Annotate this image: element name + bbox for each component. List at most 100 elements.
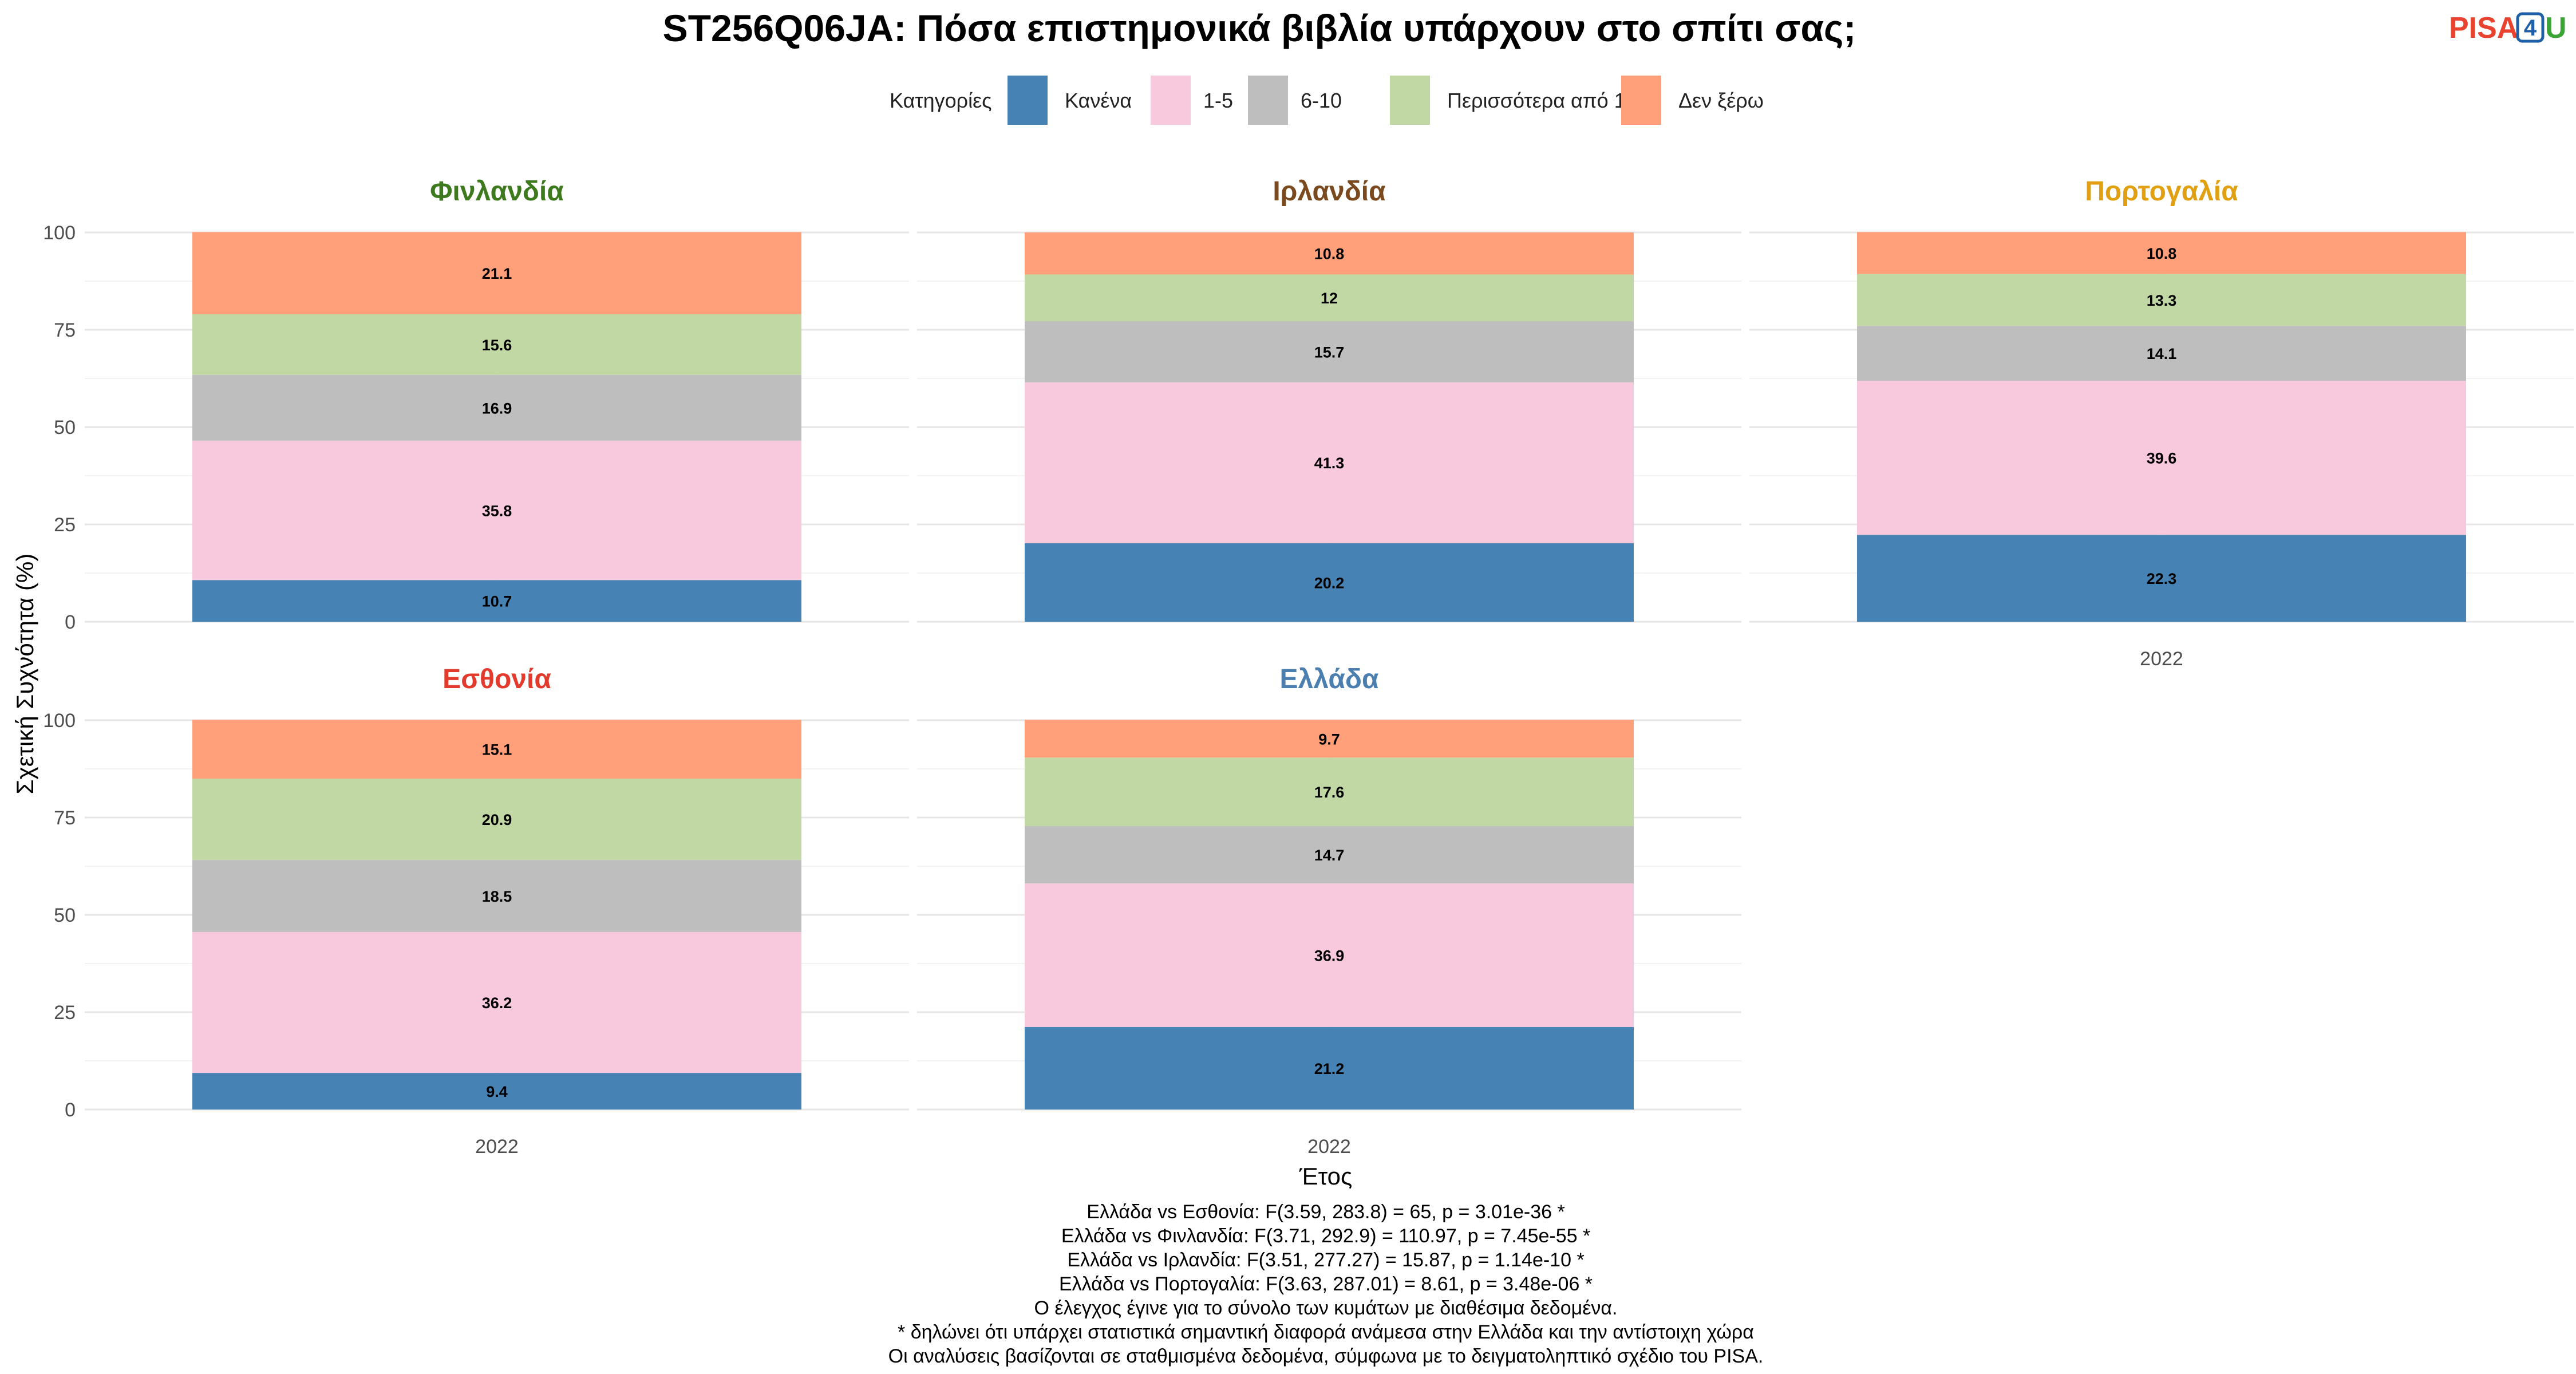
- legend-label: 1-5: [1203, 89, 1233, 112]
- legend-title: Κατηγορίες: [890, 89, 992, 112]
- bar-label: 10.8: [2147, 245, 2177, 262]
- bar-label: 20.2: [1314, 574, 1345, 591]
- legend-key: [1390, 76, 1430, 125]
- bar-segment: [192, 440, 801, 581]
- bar-label: 14.1: [2147, 345, 2177, 362]
- panel-title: Εσθονία: [442, 664, 551, 694]
- footnote-line: Ελλάδα vs Ιρλανδία: F(3.51, 277.27) = 15…: [1067, 1249, 1584, 1271]
- panel-title: Ιρλανδία: [1273, 176, 1386, 207]
- bar-segment: [1025, 543, 1634, 622]
- bar-segment: [1025, 720, 1634, 758]
- bar-label: 36.9: [1314, 947, 1345, 964]
- bar-segment: [192, 779, 801, 860]
- footnote-line: Οι αναλύσεις βασίζονται σε σταθμισμένα δ…: [888, 1345, 1764, 1367]
- panel-title: Πορτογαλία: [2085, 176, 2238, 207]
- bar-segment: [1025, 883, 1634, 1027]
- y-tick-label: 25: [54, 514, 76, 536]
- bar-label: 36.2: [482, 994, 512, 1012]
- x-tick-label: 2022: [475, 1136, 519, 1158]
- bar-label: 35.8: [482, 503, 512, 520]
- y-tick-label: 100: [43, 710, 76, 732]
- y-tick-label: 50: [54, 905, 76, 926]
- y-tick-label: 25: [54, 1002, 76, 1024]
- bar-segment: [192, 232, 801, 314]
- bar-segment: [1857, 274, 2466, 326]
- bar-label: 20.9: [482, 811, 512, 828]
- panel: Εσθονία 9.4 36.2 18.5 20.9 15.1 0 25 50 75 100 2022: [43, 664, 909, 1158]
- panel: Φινλανδία 10.7 35.8 16.9 15.6 21.1 0 25 50 75 100: [43, 176, 909, 633]
- y-tick-label: 75: [54, 807, 76, 829]
- x-tick-label: 2022: [1307, 1136, 1351, 1158]
- bar-label: 18.5: [482, 888, 512, 905]
- bar-segment: [192, 860, 801, 932]
- footnote-line: Ελλάδα vs Πορτογαλία: F(3.63, 287.01) = …: [1059, 1273, 1593, 1295]
- facet-panels: Φινλανδία 10.7 35.8 16.9 15.6 21.1 0 25 50 75 100 Ι…: [43, 176, 2574, 1158]
- y-tick-label: 0: [65, 1099, 76, 1121]
- panel-title: Ελλάδα: [1280, 664, 1379, 694]
- legend-label: Κανένα: [1065, 89, 1132, 112]
- bar-segment: [192, 314, 801, 375]
- bar-segment: [1025, 826, 1634, 883]
- bar-segment: [1025, 382, 1634, 543]
- bar-label: 21.1: [482, 265, 512, 282]
- footnote-line: Ελλάδα vs Εσθονία: F(3.59, 283.8) = 65, …: [1086, 1201, 1564, 1223]
- legend-label: Περισσότερα από 10: [1447, 89, 1637, 112]
- chart-title: ST256Q06JA: Πόσα επιστημονικά βιβλία υπά…: [663, 7, 1856, 49]
- y-tick-label: 50: [54, 417, 76, 439]
- panel: Πορτογαλία 22.3 39.6 14.1 13.3 10.8 2022: [1749, 176, 2574, 670]
- logo-text-4: 4: [2524, 15, 2537, 41]
- bar-segment: [1857, 232, 2466, 274]
- bar-segment: [1025, 232, 1634, 275]
- footnote-line: Ελλάδα vs Φινλανδία: F(3.71, 292.9) = 11…: [1061, 1225, 1590, 1247]
- footnotes: Ελλάδα vs Εσθονία: F(3.59, 283.8) = 65, …: [888, 1201, 1764, 1367]
- bar-segment: [1025, 757, 1634, 826]
- panel: Ελλάδα 21.2 36.9 14.7 17.6 9.7 2022: [917, 664, 1741, 1158]
- bar-label: 15.1: [482, 741, 512, 759]
- bar-segment: [192, 374, 801, 441]
- bar-label: 15.6: [482, 337, 512, 354]
- y-axis-title: Σχετική Συχνότητα (%): [11, 554, 38, 795]
- y-tick-label: 100: [43, 222, 76, 244]
- bar-label: 17.6: [1314, 784, 1345, 801]
- legend-key: [1008, 76, 1048, 125]
- legend-key: [1248, 76, 1288, 125]
- panel: Ιρλανδία 20.2 41.3 15.7 12 10.8: [917, 176, 1741, 623]
- bar-label: 9.4: [486, 1083, 508, 1100]
- bar-segment: [1857, 326, 2466, 381]
- bar-label: 21.2: [1314, 1060, 1345, 1077]
- x-axis-title: Έτος: [1299, 1163, 1353, 1190]
- bar-label: 9.7: [1318, 731, 1340, 748]
- logo: PISA 4 U: [2449, 11, 2567, 45]
- bar-label: 15.7: [1314, 344, 1345, 361]
- legend-label: Δεν ξέρω: [1678, 89, 1764, 112]
- x-tick-label: 2022: [2140, 648, 2183, 670]
- legend-key: [1621, 76, 1661, 125]
- bar-label: 14.7: [1314, 847, 1345, 864]
- logo-text-u: U: [2545, 11, 2567, 45]
- bar-segment: [192, 1073, 801, 1110]
- legend: Κατηγορίες Κανένα 1-5 6-10 Περισσότερα από …: [890, 76, 1764, 125]
- footnote-line: * δηλώνει ότι υπάρχει στατιστικά σημαντι…: [898, 1321, 1754, 1343]
- legend-label: 6-10: [1301, 89, 1342, 112]
- y-tick-label: 0: [65, 611, 76, 633]
- bar-segment: [1857, 535, 2466, 622]
- bar-label: 13.3: [2147, 292, 2177, 309]
- bar-label: 10.7: [482, 593, 512, 610]
- logo-text-pisa: PISA: [2449, 11, 2518, 45]
- footnote-line: Ο έλεγχος έγινε για το σύνολο των κυμάτω…: [1034, 1297, 1618, 1319]
- logo-box: [2516, 12, 2545, 43]
- bar-segment: [192, 931, 801, 1073]
- bar-label: 16.9: [482, 400, 512, 417]
- bar-segment: [192, 580, 801, 622]
- bar-segment: [192, 720, 801, 779]
- bar-segment: [1025, 321, 1634, 382]
- panel-title: Φινλανδία: [430, 176, 564, 207]
- bar-segment: [1025, 1026, 1634, 1110]
- bar-label: 22.3: [2147, 570, 2177, 587]
- bar-label: 41.3: [1314, 455, 1345, 472]
- bar-label: 39.6: [2147, 450, 2177, 467]
- bar-segment: [1857, 381, 2466, 535]
- y-tick-label: 75: [54, 319, 76, 341]
- bar-label: 10.8: [1314, 246, 1345, 263]
